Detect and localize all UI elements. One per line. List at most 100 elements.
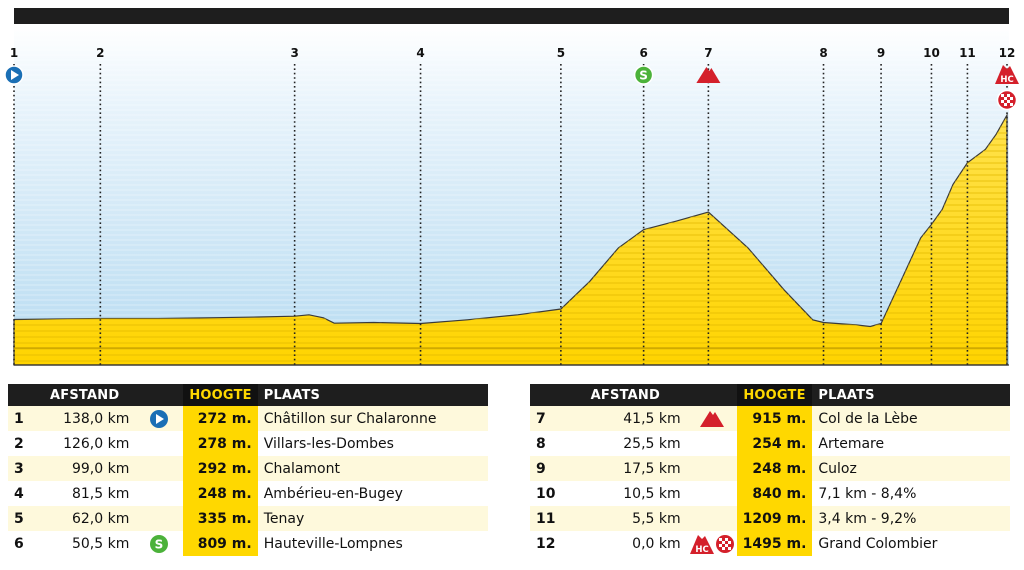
svg-text:S: S: [155, 537, 164, 551]
row-place: Grand Colombier: [812, 531, 1010, 556]
row-place: Châtillon sur Chalaronne: [257, 406, 488, 431]
table-row: 2 126,0 km 278 m. Villars-les-Dombes: [8, 431, 488, 456]
row-distance: 10,5 km: [564, 481, 687, 506]
row-distance: 0,0 km: [564, 531, 687, 556]
row-icon: [135, 506, 184, 531]
svg-text:S: S: [639, 69, 648, 83]
header-hoogte: HOOGTE: [183, 384, 258, 406]
point-guides: [13, 64, 1008, 365]
row-number: 2: [8, 431, 34, 456]
row-altitude: 248 m.: [183, 481, 258, 506]
row-number: 1: [8, 406, 34, 431]
row-place: 7,1 km - 8,4%: [812, 481, 1010, 506]
mountain-icon: [696, 67, 721, 83]
sky-gridlines: [14, 29, 1009, 361]
row-icon: [686, 481, 737, 506]
row-icon: [135, 431, 184, 456]
point-label-10: 10: [923, 46, 940, 60]
point-label-2: 2: [96, 46, 104, 60]
row-altitude: 1209 m.: [736, 506, 813, 531]
point-label-8: 8: [819, 46, 827, 60]
svg-text:HC: HC: [1000, 75, 1013, 85]
point-label-1: 1: [10, 46, 18, 60]
table-row: 9 17,5 km 248 m. Culoz: [530, 456, 1010, 481]
row-distance: 17,5 km: [564, 456, 687, 481]
row-altitude: 254 m.: [736, 431, 813, 456]
table-row: 3 99,0 km 292 m. Chalamont: [8, 456, 488, 481]
sprint-s-icon: S: [150, 534, 169, 553]
top-bar: [14, 8, 1009, 24]
point-label-3: 3: [290, 46, 298, 60]
hc-climb-icon: HC: [995, 65, 1019, 85]
row-number: 7: [530, 406, 564, 431]
point-label-5: 5: [557, 46, 565, 60]
point-markers: S HC: [4, 65, 1019, 111]
row-distance: 25,5 km: [564, 431, 687, 456]
point-label-12: 12: [999, 46, 1016, 60]
sprint-s-icon: S: [633, 65, 654, 85]
svg-text:HC: HC: [695, 545, 708, 554]
row-icon: HC: [686, 531, 737, 556]
row-altitude: 248 m.: [736, 456, 813, 481]
row-icon: [686, 456, 737, 481]
stage-table-left: AFSTAND HOOGTE PLAATS 1 138,0 km 272 m. Châ…: [8, 384, 488, 556]
start-play-icon: [4, 65, 24, 85]
row-distance: 50,5 km: [34, 531, 136, 556]
row-number: 12: [530, 531, 564, 556]
header-icon: [135, 384, 184, 406]
row-icon: [135, 406, 184, 431]
row-number: 4: [8, 481, 34, 506]
row-number: 6: [8, 531, 34, 556]
finish-flag-icon: [715, 534, 734, 553]
elevation-profile: 1 2 3 4 5 6 7 8 9 10 11 12 S HC: [4, 24, 1019, 366]
mountain-icon: [699, 410, 724, 427]
row-altitude: 915 m.: [736, 406, 813, 431]
row-number: 5: [8, 506, 34, 531]
table-row: 10 10,5 km 840 m. 7,1 km - 8,4%: [530, 481, 1010, 506]
header-hoogte: HOOGTE: [736, 384, 813, 406]
header-afstand: AFSTAND: [564, 384, 687, 406]
row-distance: 62,0 km: [34, 506, 136, 531]
row-altitude: 1495 m.: [736, 531, 813, 556]
header-afstand: AFSTAND: [34, 384, 136, 406]
row-altitude: 335 m.: [183, 506, 258, 531]
row-place: 3,4 km - 9,2%: [812, 506, 1010, 531]
row-icon: [135, 481, 184, 506]
point-label-6: 6: [639, 46, 647, 60]
header-icon: [686, 384, 737, 406]
row-number: 8: [530, 431, 564, 456]
row-number: 9: [530, 456, 564, 481]
table-row: 11 5,5 km 1209 m. 3,4 km - 9,2%: [530, 506, 1010, 531]
row-altitude: 292 m.: [183, 456, 258, 481]
table-row: 12 0,0 km HC 1495 m. Grand Colombier: [530, 531, 1010, 556]
row-icon: [686, 506, 737, 531]
row-distance: 138,0 km: [34, 406, 136, 431]
table-row: 5 62,0 km 335 m. Tenay: [8, 506, 488, 531]
row-place: Hauteville-Lompnes: [257, 531, 488, 556]
header-num: [8, 384, 34, 406]
table-header: AFSTAND HOOGTE PLAATS: [530, 384, 1010, 406]
play-circle-icon: [150, 409, 169, 428]
point-label-11: 11: [959, 46, 976, 60]
row-distance: 81,5 km: [34, 481, 136, 506]
point-label-4: 4: [416, 46, 424, 60]
point-label-9: 9: [877, 46, 885, 60]
row-number: 10: [530, 481, 564, 506]
row-icon: S: [135, 531, 184, 556]
row-altitude: 272 m.: [183, 406, 258, 431]
row-distance: 99,0 km: [34, 456, 136, 481]
row-place: Tenay: [257, 506, 488, 531]
row-altitude: 840 m.: [736, 481, 813, 506]
row-distance: 126,0 km: [34, 431, 136, 456]
table-row: 6 50,5 km S 809 m. Hauteville-Lompnes: [8, 531, 488, 556]
row-icon: [686, 406, 737, 431]
row-place: Chalamont: [257, 456, 488, 481]
stage-table-right: AFSTAND HOOGTE PLAATS 7 41,5 km 915 m. Col …: [530, 384, 1010, 556]
table-header: AFSTAND HOOGTE PLAATS: [8, 384, 488, 406]
row-icon: [135, 456, 184, 481]
row-number: 3: [8, 456, 34, 481]
hc-climb-icon: HC: [689, 534, 714, 554]
table-row: 7 41,5 km 915 m. Col de la Lèbe: [530, 406, 1010, 431]
row-number: 11: [530, 506, 564, 531]
row-place: Col de la Lèbe: [812, 406, 1010, 431]
